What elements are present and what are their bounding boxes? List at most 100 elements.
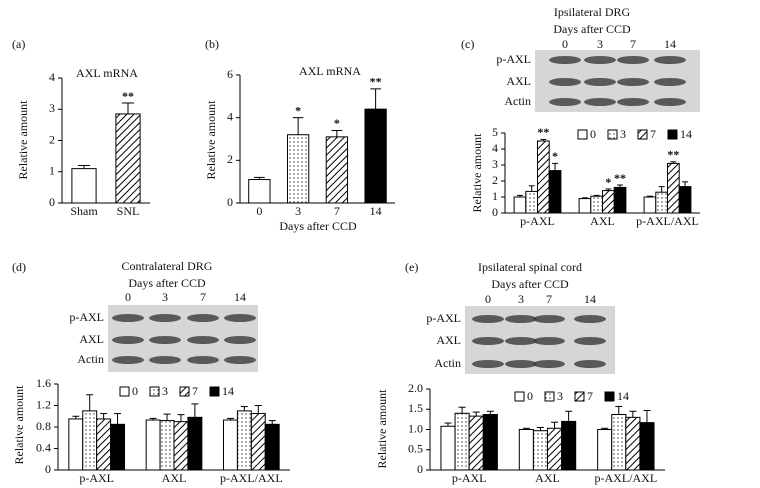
- bar: [548, 170, 562, 214]
- blot-band: [617, 78, 649, 86]
- x-tick-label: Sham: [70, 204, 98, 218]
- bar: [82, 410, 98, 471]
- y-axis-label: Relative amount: [204, 100, 218, 180]
- legend-label: 7: [192, 384, 198, 398]
- blot-title: Ipsilateral spinal cord: [478, 260, 582, 274]
- blot-title: Contralateral DRG: [122, 259, 213, 273]
- blot-band: [149, 314, 181, 322]
- lane-label: 0: [562, 37, 568, 51]
- significance: **: [614, 171, 626, 185]
- y-tick-label: 3: [492, 157, 498, 171]
- bar: [537, 140, 550, 214]
- x-axis-label: Days after CCD: [279, 219, 357, 233]
- bar: [71, 168, 97, 204]
- x-tick-label: p-AXL: [79, 471, 114, 485]
- y-axis-label: Relative amount: [470, 133, 484, 213]
- bar: [264, 423, 280, 471]
- x-tick-label: p-AXL: [520, 214, 555, 228]
- blot-subtitle: Days after CCD: [128, 276, 206, 290]
- bar: [561, 420, 577, 471]
- y-tick-label: 0.8: [36, 419, 51, 433]
- x-tick-label: p-AXL/AXL: [636, 214, 699, 228]
- y-axis-label: Relative amount: [16, 100, 30, 180]
- bar: [96, 418, 112, 471]
- blot-band: [549, 56, 581, 64]
- blot-row-label: AXL: [79, 332, 104, 346]
- blot-band: [654, 56, 686, 64]
- blot-band: [574, 360, 606, 368]
- blot-band: [224, 356, 256, 364]
- blot-band: [584, 56, 616, 64]
- x-tick-label: p-AXL/AXL: [220, 471, 283, 485]
- blot-band: [574, 315, 606, 323]
- legend-swatch: [119, 386, 130, 397]
- y-tick-label: 6: [227, 67, 233, 81]
- lane-label: 0: [485, 292, 491, 306]
- lane-label: 3: [518, 292, 524, 306]
- y-tick-label: 2: [492, 173, 498, 187]
- y-tick-label: 2: [49, 132, 55, 146]
- legend-label: 14: [617, 389, 629, 403]
- bar: [222, 419, 238, 471]
- legend-swatch: [574, 391, 585, 402]
- bar: [613, 186, 627, 214]
- bar: [513, 196, 527, 214]
- y-tick-label: 0: [492, 205, 498, 219]
- bar: [525, 190, 538, 214]
- bar: [115, 113, 141, 204]
- significance: *: [552, 149, 558, 163]
- bar: [250, 413, 266, 471]
- blot-band: [187, 336, 219, 344]
- legend-label: 7: [587, 389, 593, 403]
- bar: [678, 186, 692, 214]
- blot-band: [472, 337, 504, 345]
- legend-swatch: [604, 391, 615, 402]
- lane-label: 7: [630, 37, 636, 51]
- blot-band: [533, 315, 565, 323]
- significance: **: [537, 125, 549, 139]
- legend-label: 3: [557, 389, 563, 403]
- y-tick-label: 1.6: [36, 376, 51, 390]
- blot-band: [505, 337, 537, 345]
- legend-label: 0: [132, 384, 138, 398]
- lane-label: 14: [664, 37, 676, 51]
- significance: **: [122, 89, 134, 103]
- x-tick-label: p-AXL/AXL: [595, 471, 658, 485]
- y-tick-label: 5: [492, 125, 498, 139]
- lane-label: 0: [125, 290, 131, 304]
- bar: [236, 410, 252, 471]
- y-tick-label: 1.2: [36, 397, 51, 411]
- blot-band: [654, 78, 686, 86]
- bar: [611, 414, 627, 471]
- blot-row-label: Actin: [504, 94, 531, 108]
- legend-swatch: [149, 386, 160, 397]
- bar: [655, 191, 668, 214]
- blot-band: [549, 78, 581, 86]
- blot-band: [584, 78, 616, 86]
- x-tick-label: 0: [256, 204, 262, 218]
- legend-swatch: [514, 391, 525, 402]
- significance: *: [295, 103, 301, 117]
- bar: [145, 419, 161, 471]
- blot-band: [505, 315, 537, 323]
- panel-label: (b): [205, 37, 219, 51]
- lane-label: 14: [584, 292, 596, 306]
- blot-band: [654, 98, 686, 106]
- y-axis-label: Relative amount: [12, 385, 26, 465]
- blot-band: [472, 315, 504, 323]
- bar: [325, 136, 349, 204]
- bar: [602, 190, 615, 214]
- bar: [518, 429, 534, 471]
- significance: *: [605, 175, 611, 189]
- legend-swatch: [667, 129, 678, 140]
- blot-band: [149, 356, 181, 364]
- blot-band: [149, 336, 181, 344]
- legend-swatch: [637, 129, 648, 140]
- blot-band: [549, 98, 581, 106]
- blot-band: [617, 56, 649, 64]
- y-tick-label: 1: [492, 189, 498, 203]
- legend-label: 14: [222, 384, 234, 398]
- bar: [286, 134, 310, 204]
- bar: [110, 423, 126, 471]
